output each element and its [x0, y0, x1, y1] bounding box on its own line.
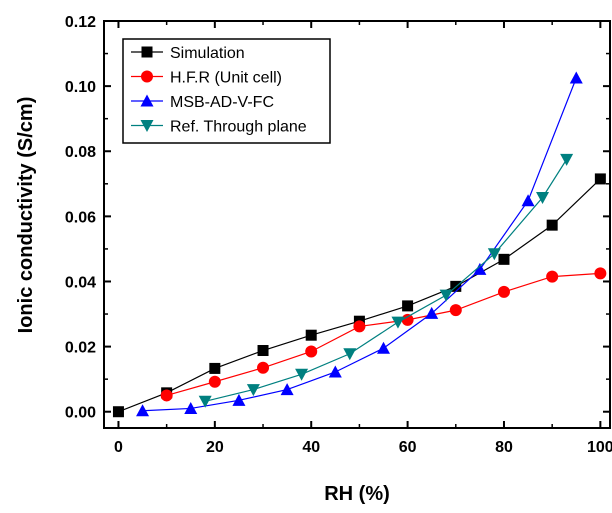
data-point	[136, 404, 150, 417]
data-point	[209, 362, 221, 374]
legend-item-1: H.F.R (Unit cell)	[131, 70, 282, 87]
y-tick-label: 0.04	[65, 274, 96, 291]
data-point	[280, 383, 294, 396]
data-point	[295, 368, 309, 381]
data-point	[184, 401, 198, 414]
y-tick-label: 0.12	[65, 14, 96, 31]
data-point	[160, 389, 173, 402]
legend-label: Simulation	[170, 45, 245, 62]
legend-marker	[140, 120, 154, 132]
y-tick-label: 0.00	[65, 405, 96, 422]
data-point	[594, 267, 607, 280]
series-1	[160, 267, 607, 402]
series-line	[142, 77, 577, 412]
x-tick-label: 60	[399, 439, 417, 456]
x-tick-label: 0	[114, 439, 123, 456]
data-point	[232, 393, 246, 406]
data-point	[377, 341, 391, 354]
data-point	[569, 71, 583, 84]
data-point	[343, 348, 357, 361]
y-tick-label: 0.10	[65, 79, 96, 96]
legend-marker	[141, 70, 153, 83]
x-axis-title: RH (%)	[324, 483, 390, 505]
data-point	[353, 320, 366, 333]
x-tick-label: 40	[302, 439, 320, 456]
series-3	[198, 153, 574, 408]
data-point	[546, 270, 559, 283]
plot-frame	[103, 20, 611, 429]
x-tick-label: 80	[495, 439, 513, 456]
y-axis-title: Ionic conductivity (S/cm)	[15, 97, 37, 334]
y-tick-label: 0.02	[65, 340, 96, 357]
data-point	[257, 345, 269, 357]
legend: Simulation H.F.R (Unit cell) MSB-AD-V-FC Re…	[122, 38, 331, 144]
legend-marker	[141, 46, 153, 58]
plot-layer	[112, 71, 607, 418]
data-point	[546, 219, 558, 231]
data-point	[425, 306, 439, 319]
data-point	[594, 173, 606, 185]
x-tick-label: 20	[206, 439, 224, 456]
legend-marker	[140, 94, 154, 107]
data-point	[536, 191, 550, 204]
data-point	[246, 384, 260, 397]
data-point	[449, 304, 462, 317]
data-point	[208, 375, 221, 388]
legend-label: Ref. Through plane	[170, 119, 307, 136]
legend-item-3: Ref. Through plane	[131, 119, 307, 136]
data-point	[391, 316, 405, 329]
data-point	[401, 313, 414, 326]
series-line	[166, 272, 601, 397]
data-point	[198, 395, 212, 408]
axes-layer: 0 20 40 60 80 100 0.00 0.02 0.04 0.06 0.08 0.10 0.12	[65, 14, 612, 456]
data-point	[257, 361, 270, 374]
data-point	[521, 194, 535, 207]
data-point	[402, 300, 414, 312]
data-point	[498, 253, 510, 265]
data-point	[473, 262, 487, 275]
legend-item-2: MSB-AD-V-FC	[131, 94, 274, 111]
x-tick-label: 100	[587, 439, 612, 456]
data-point	[497, 285, 510, 298]
y-tick-label: 0.06	[65, 209, 96, 226]
data-point	[305, 345, 318, 358]
data-point	[560, 153, 574, 166]
data-point	[439, 289, 453, 302]
series-2	[136, 71, 583, 417]
data-point	[328, 365, 342, 378]
legend-label: MSB-AD-V-FC	[170, 94, 274, 111]
data-point	[112, 406, 124, 418]
legend-item-0: Simulation	[131, 45, 245, 62]
data-point	[305, 329, 317, 341]
y-tick-label: 0.08	[65, 144, 96, 161]
data-point	[487, 248, 501, 261]
legend-label: H.F.R (Unit cell)	[170, 70, 282, 87]
